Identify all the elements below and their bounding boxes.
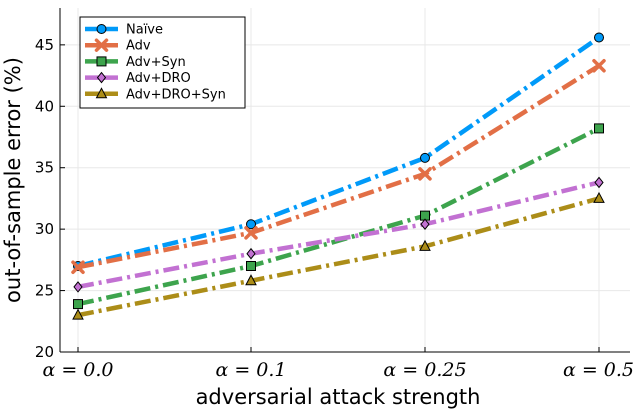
y-tick-label: 40 bbox=[35, 97, 54, 115]
series-line bbox=[77, 35, 601, 269]
x-ticks: α = 0.0 α = 0.1 α = 0.25 α = 0.5 bbox=[42, 347, 634, 381]
legend-item: Adv bbox=[85, 38, 151, 54]
data-point-marker bbox=[73, 281, 83, 293]
x-tick-label: α = 0.1 bbox=[215, 359, 286, 381]
legend-marker bbox=[96, 56, 107, 67]
data-point-marker bbox=[592, 58, 606, 73]
legend-label: Adv+DRO+Syn bbox=[126, 87, 226, 102]
data-point-marker bbox=[72, 308, 84, 320]
data-point-marker bbox=[73, 299, 83, 310]
data-point-marker bbox=[594, 123, 604, 134]
y-tick-label: 35 bbox=[35, 159, 54, 177]
data-point-marker bbox=[594, 32, 604, 43]
data-point-marker bbox=[71, 260, 85, 274]
legend-label: Adv+DRO bbox=[126, 71, 191, 86]
legend-marker bbox=[95, 87, 108, 99]
data-point-marker bbox=[246, 219, 256, 230]
legend-marker bbox=[96, 24, 107, 34]
data-point-marker bbox=[244, 226, 258, 240]
y-tick-label: 25 bbox=[35, 282, 54, 300]
legend-label: Adv bbox=[126, 39, 151, 54]
y-axis-label: out-of-sample error (%) bbox=[1, 57, 25, 303]
legend-item: Naïve bbox=[85, 23, 163, 38]
series-adv-dro bbox=[73, 176, 604, 293]
data-point-marker bbox=[593, 191, 605, 203]
y-ticks: 20 25 30 35 40 45 bbox=[35, 36, 65, 361]
data-point-marker bbox=[420, 218, 430, 231]
data-point-marker bbox=[246, 247, 256, 260]
data-point-marker bbox=[420, 152, 430, 163]
axes bbox=[59, 8, 630, 353]
series-line bbox=[77, 63, 601, 270]
data-point-marker bbox=[418, 167, 432, 181]
data-point-marker bbox=[594, 176, 604, 189]
y-tick-label: 20 bbox=[35, 343, 54, 361]
x-tick-label: α = 0.0 bbox=[42, 359, 113, 381]
data-point-marker bbox=[246, 261, 256, 271]
data-point-marker bbox=[245, 274, 257, 286]
y-tick-label: 30 bbox=[35, 220, 54, 238]
x-tick-label: α = 0.25 bbox=[383, 359, 466, 381]
series-adv-dro-syn bbox=[72, 191, 605, 320]
x-tick-label: α = 0.5 bbox=[563, 359, 634, 381]
data-point-marker bbox=[419, 239, 431, 251]
legend-label: Naïve bbox=[126, 23, 163, 38]
series-line bbox=[77, 180, 600, 290]
y-tick-label: 45 bbox=[35, 36, 54, 54]
legend-item: Adv+DRO bbox=[85, 71, 191, 86]
x-axis-label: adversarial attack strength bbox=[196, 385, 481, 409]
series-layer bbox=[71, 32, 606, 320]
legend-marker bbox=[96, 71, 107, 84]
legend-marker bbox=[94, 38, 109, 52]
legend-item: Adv+DRO+Syn bbox=[85, 87, 226, 102]
series-adv bbox=[71, 58, 606, 274]
series-line bbox=[77, 196, 600, 318]
legend-label: Adv+Syn bbox=[126, 55, 186, 70]
legend-item: Adv+Syn bbox=[85, 55, 186, 70]
